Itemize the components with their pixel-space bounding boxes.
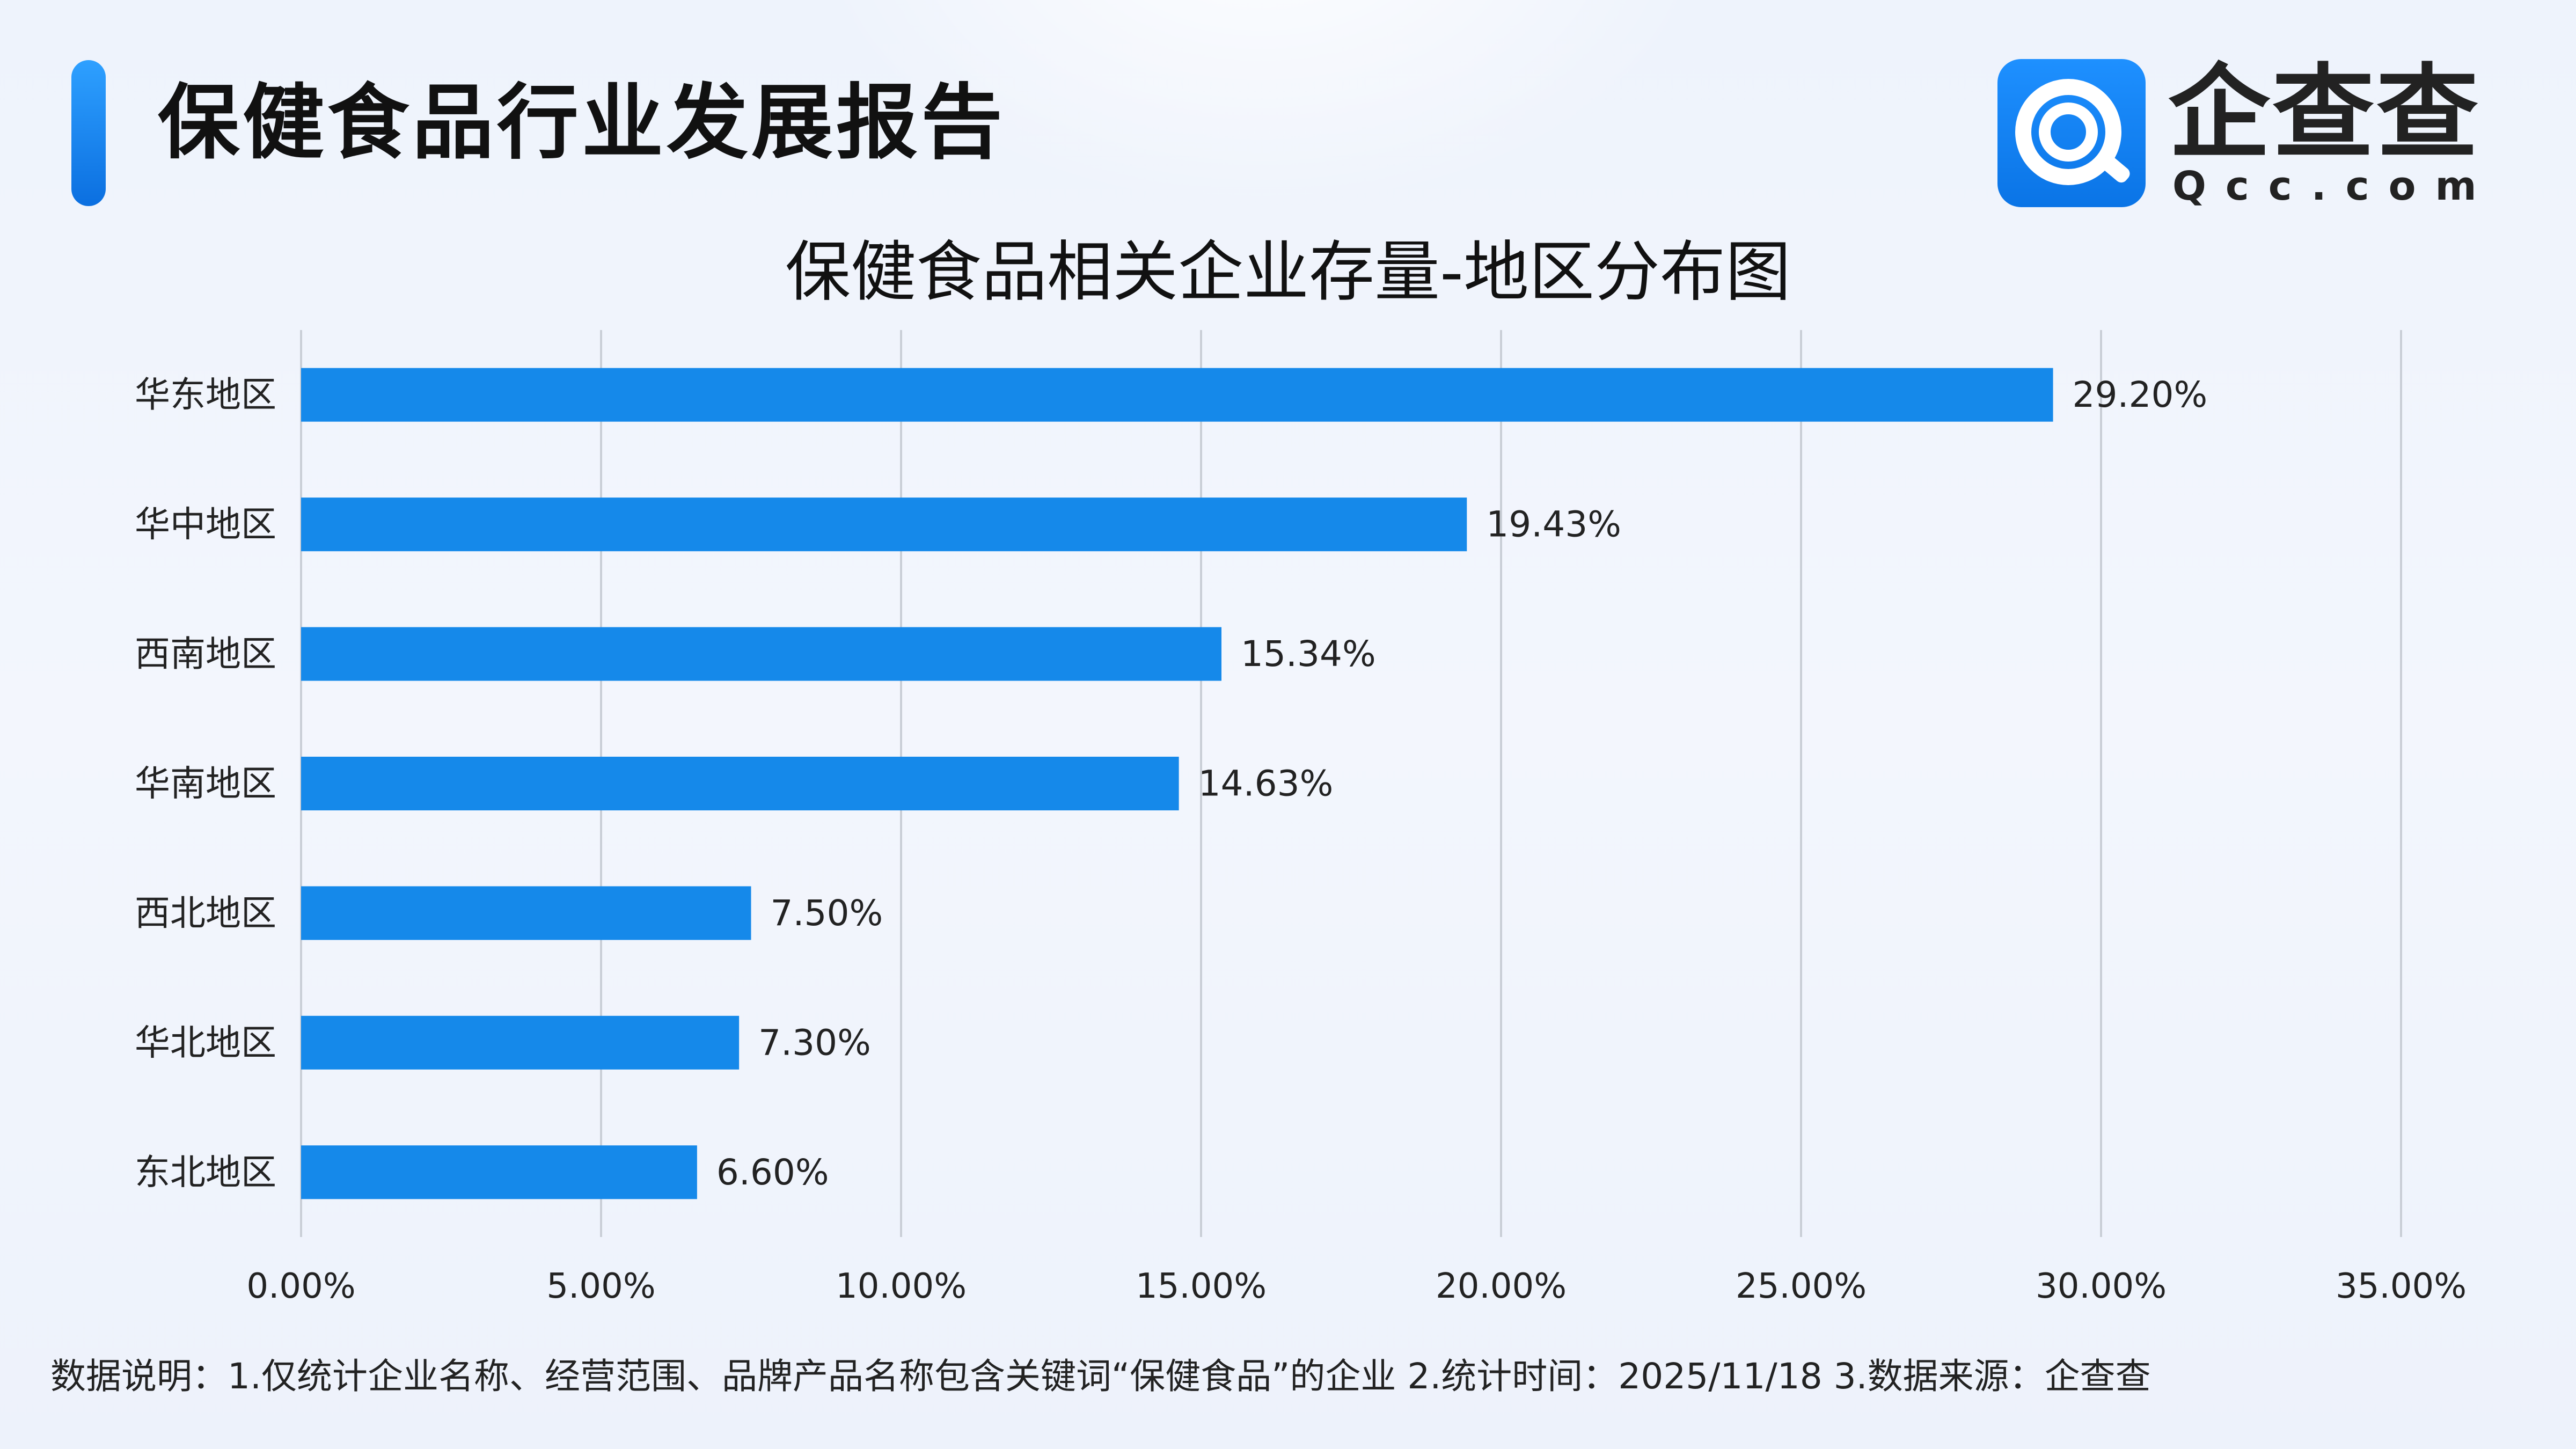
data-label: 14.63% [1198,763,1334,804]
bar [301,368,2053,422]
data-label: 29.20% [2073,374,2208,415]
x-tick-label: 35.00% [2336,1267,2467,1306]
x-tick-label: 0.00% [246,1267,355,1306]
bar [301,757,1179,810]
title-accent-bar [71,60,106,206]
x-tick-label: 5.00% [546,1267,655,1306]
x-tick-label: 25.00% [1736,1267,1867,1306]
data-label: 6.60% [716,1152,829,1193]
bar [301,1145,697,1199]
data-label: 19.43% [1486,504,1621,545]
category-label: 西南地区 [135,633,276,675]
bar [301,497,1467,552]
x-tick-label: 15.00% [1136,1267,1267,1306]
bar [301,886,751,940]
bar [301,627,1222,681]
qcc-logo-icon [1997,59,2146,207]
category-label: 华南地区 [135,763,276,804]
data-label: 15.34% [1241,633,1376,675]
data-label: 7.30% [758,1022,871,1063]
x-tick-label: 10.00% [836,1267,967,1306]
category-label: 西北地区 [135,892,276,934]
chart-title: 保健食品相关企业存量-地区分布图 [785,234,1791,310]
data-label: 7.50% [771,892,883,934]
footnote: 数据说明：1.仅统计企业名称、经营范围、品牌产品名称包含关键词“保健食品”的企业… [50,1356,2151,1397]
category-label: 华东地区 [135,374,276,415]
logo-name: 企查查 [2168,54,2481,172]
category-label: 东北地区 [135,1152,276,1193]
logo-domain: Qcc.com [2172,163,2496,209]
category-label: 华北地区 [135,1022,276,1063]
category-label: 华中地区 [135,504,276,545]
x-tick-label: 20.00% [1436,1267,1567,1306]
bar-chart: 0.00% 5.00% 10.00% 15.00% 20.00% 25.00% 30.00%… [135,330,2467,1306]
bar [301,1015,740,1070]
report-title: 保健食品行业发展报告 [158,75,1006,170]
x-tick-label: 30.00% [2036,1267,2167,1306]
qcc-logo: 企查查 Qcc.com [1997,59,2534,209]
